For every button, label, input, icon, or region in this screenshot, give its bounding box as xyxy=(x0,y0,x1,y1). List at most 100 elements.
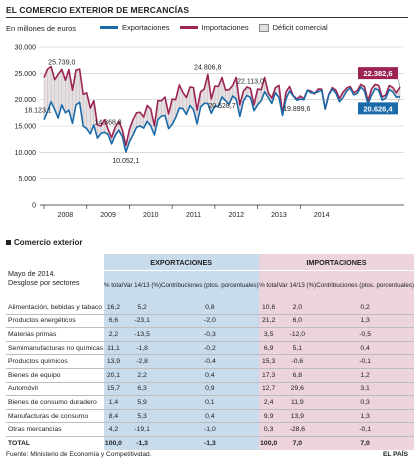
x-tick-label: 2014 xyxy=(314,212,330,219)
legend-deficit-swatch xyxy=(258,23,269,32)
table-title-line2: Desglose por sectores xyxy=(8,278,80,287)
row-imp-contrib: 0,2 xyxy=(316,301,414,315)
exports-line xyxy=(43,86,401,153)
row-exp-share: 13,9 xyxy=(103,354,124,369)
row-exp-share: 15,7 xyxy=(103,382,124,397)
legend-exports: Exportaciones xyxy=(100,23,170,32)
row-label: Productos químicos xyxy=(6,354,104,369)
row-exp-share: 6,6 xyxy=(103,314,124,329)
y-tick-label: 25.000 xyxy=(15,71,37,78)
row-exp-contrib: 0,4 xyxy=(161,409,259,424)
row-imp-var: 13,9 xyxy=(278,409,317,424)
x-tick-label: 2008 xyxy=(58,212,74,219)
row-label: Otras mercancías xyxy=(6,422,104,437)
table-row: Alimentación, bebidas y tabaco 16,2 5,2 0,8… xyxy=(6,301,414,315)
row-label: Productos energéticos xyxy=(6,314,104,329)
row-imp-var: 29,6 xyxy=(278,382,317,397)
col-exp-contrib: Contribuciones (ptos. porcentuales) xyxy=(161,270,259,301)
table-title-cell: Mayo de 2014. Desglose por sectores xyxy=(6,254,104,301)
sector-table: Mayo de 2014. Desglose por sectores EXPO… xyxy=(6,254,414,450)
x-tick-label: 2011 xyxy=(186,212,201,219)
units-label: En millones de euros xyxy=(6,24,77,33)
table-total-row: TOTAL 100,0 -1,3 -1,3 100,0 7,0 7,0 xyxy=(6,435,414,450)
row-label: Bienes de equipo xyxy=(6,368,104,383)
row-imp-var: 6,0 xyxy=(278,314,317,329)
row-exp-share: 1,4 xyxy=(103,395,124,410)
y-tick-label: 5.000 xyxy=(18,176,36,183)
row-imp-share: 2,4 xyxy=(258,395,279,410)
y-tick-label: 30.000 xyxy=(15,45,37,52)
row-exp-var: 5,2 xyxy=(123,301,162,315)
table-row: Automóvil 15,7 6,3 0,9 12,7 29,6 3,1 xyxy=(6,382,414,397)
brand-logo: EL PAÍS xyxy=(382,451,408,458)
row-imp-contrib: -0,5 xyxy=(316,327,414,342)
total-label: TOTAL xyxy=(6,435,104,450)
row-exp-contrib: -1,0 xyxy=(161,422,259,437)
imports-last-value-box xyxy=(358,67,398,80)
table-row: Materias primas 2,2 -13,5 -0,3 3,5 -12,0 -0,5 xyxy=(6,327,414,342)
y-tick-label: 15.000 xyxy=(15,124,37,131)
row-imp-var: 5,1 xyxy=(278,341,317,356)
row-label: Manufacturas de consumo xyxy=(6,409,104,424)
annotation-leader xyxy=(397,96,401,103)
annotation-label: 14.368,8 xyxy=(94,119,121,126)
row-exp-contrib: -0,2 xyxy=(161,341,259,356)
page-title: EL COMERCIO EXTERIOR DE MERCANCÍAS xyxy=(6,5,190,15)
row-imp-share: 17,3 xyxy=(258,368,279,383)
annotation-leader xyxy=(397,79,401,88)
legend-exports-swatch xyxy=(100,26,118,29)
row-exp-contrib: 0,9 xyxy=(161,382,259,397)
row-exp-var: -13,5 xyxy=(123,327,162,342)
row-exp-share: 11,1 xyxy=(103,341,124,356)
row-exp-var: 5,9 xyxy=(123,395,162,410)
row-imp-var: 11,9 xyxy=(278,395,317,410)
table-subtitle: Comercio exterior xyxy=(6,238,82,247)
col-imp-contrib: Contribuciones (ptos. porcentuales) xyxy=(316,270,414,301)
total-imp-var: 7,0 xyxy=(278,435,317,450)
row-exp-share: 8,4 xyxy=(103,409,124,424)
row-imp-contrib: -0,1 xyxy=(316,422,414,437)
col-imp-var: Var 14/13 (%) xyxy=(278,270,317,301)
x-tick-label: 2013 xyxy=(271,212,287,219)
total-exp-share: 100,0 xyxy=(103,435,124,450)
x-tick-label: 2010 xyxy=(143,212,159,219)
title-rule xyxy=(6,17,408,18)
subtitle-bullet xyxy=(6,240,11,246)
row-imp-share: 15,3 xyxy=(258,354,279,369)
row-exp-contrib: 0,1 xyxy=(161,395,259,410)
x-tick-label: 2009 xyxy=(100,212,116,219)
row-imp-contrib: 1,2 xyxy=(316,368,414,383)
row-exp-var: -23,1 xyxy=(123,314,162,329)
legend-imports: Importaciones xyxy=(179,23,249,32)
row-imp-var: 6,8 xyxy=(278,368,317,383)
row-imp-contrib: 0,4 xyxy=(316,341,414,356)
total-imp-share: 100,0 xyxy=(258,435,279,450)
row-imp-contrib: 0,3 xyxy=(316,395,414,410)
legend-imports-label: Importaciones xyxy=(201,23,249,32)
row-label: Alimentación, bebidas y tabaco xyxy=(6,301,104,315)
table-body: Alimentación, bebidas y tabaco 16,2 5,2 0,8… xyxy=(6,301,414,437)
trade-line-chart: 0 5.000 10.000 15.000 20.000 25.000 30.000 2008… xyxy=(15,45,404,219)
legend-imports-swatch xyxy=(179,26,198,29)
legend-exports-label: Exportaciones xyxy=(122,23,170,32)
group-header-row: Mayo de 2014. Desglose por sectores EXPO… xyxy=(6,254,414,287)
annotation-label: 24.806,8 xyxy=(194,64,221,71)
row-exp-share: 16,2 xyxy=(103,301,124,315)
total-imp-contrib: 7,0 xyxy=(316,435,414,450)
row-imp-contrib: 1,3 xyxy=(316,314,414,329)
row-imp-share: 0,3 xyxy=(258,422,279,437)
y-tick-label: 20.000 xyxy=(15,97,37,104)
row-imp-share: 9,9 xyxy=(258,409,279,424)
table-row: Otras mercancías 4,2 -19,1 -1,0 0,3 -28,6 -0,1 xyxy=(6,422,414,437)
row-exp-var: 6,3 xyxy=(123,382,162,397)
row-exp-share: 2,2 xyxy=(103,327,124,342)
table-row: Manufacturas de consumo 8,4 5,3 0,4 9,9 13,9 1… xyxy=(6,409,414,424)
col-exp-share: % total xyxy=(103,270,124,301)
row-exp-contrib: 0,4 xyxy=(161,368,259,383)
y-tick-label: 0 xyxy=(32,203,36,210)
row-exp-var: 2,2 xyxy=(123,368,162,383)
table-row: Bienes de equipo 20,1 2,2 0,4 17,3 6,8 1,2 xyxy=(6,368,414,383)
annotation-label: 20.528,7 xyxy=(208,103,235,110)
row-label: Materias primas xyxy=(6,327,104,342)
row-exp-var: -19,1 xyxy=(123,422,162,437)
